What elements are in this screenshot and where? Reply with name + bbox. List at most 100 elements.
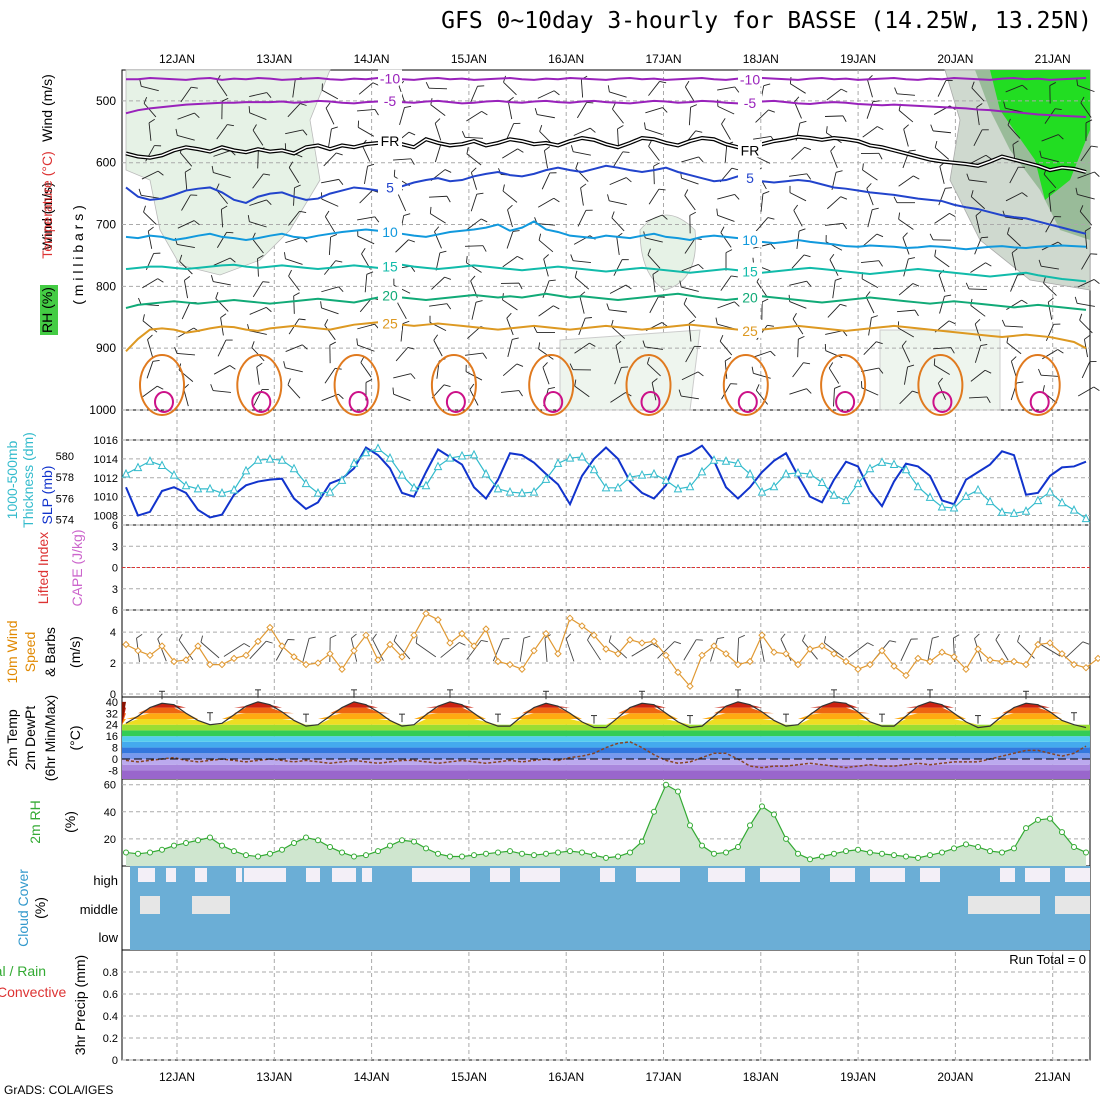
contour-label-bg bbox=[738, 169, 762, 186]
wind-barb bbox=[721, 383, 738, 400]
wind-speed-marker bbox=[446, 639, 454, 647]
wind-barb-shaft bbox=[292, 79, 296, 98]
wind-barb-shaft bbox=[681, 156, 699, 163]
wind-barb-flag bbox=[840, 196, 848, 200]
wind-barb-shaft bbox=[688, 107, 692, 126]
temp-30-contour bbox=[236, 354, 283, 416]
rh-marker bbox=[999, 849, 1005, 856]
rh-marker bbox=[603, 854, 609, 861]
wind-barb bbox=[574, 270, 590, 290]
wind-barb bbox=[688, 104, 697, 126]
precip-tick-label: 0.2 bbox=[103, 1033, 118, 1045]
rh-shade-area bbox=[125, 69, 331, 276]
wind-barb-shaft bbox=[302, 638, 310, 662]
wind-barb-flag bbox=[538, 233, 542, 241]
wind-barb-flag bbox=[434, 118, 441, 124]
temperature-contour bbox=[125, 321, 1087, 352]
li-tick-label: 6 bbox=[112, 605, 118, 617]
wind-barb bbox=[252, 173, 271, 189]
wind-barb bbox=[647, 248, 661, 269]
wind-barb-flag bbox=[1084, 334, 1091, 340]
wind-barb bbox=[180, 86, 198, 103]
thickness-marker bbox=[253, 455, 263, 464]
wind-barb-10m bbox=[157, 633, 167, 662]
pressure-tick-label: 800 bbox=[96, 279, 116, 293]
rh-tick-label: 20 bbox=[104, 834, 116, 846]
wind-barb bbox=[1038, 368, 1060, 377]
cloud-high-gap bbox=[708, 868, 745, 882]
wind-barb-flag bbox=[262, 388, 269, 390]
wind-barb-shaft bbox=[903, 258, 909, 277]
wind-barb-shaft bbox=[685, 346, 695, 363]
wind-barb-10m bbox=[1017, 635, 1035, 659]
wind-barb-flag bbox=[610, 319, 614, 327]
wind-barb-shaft bbox=[249, 640, 267, 660]
temp-35-contour bbox=[543, 391, 564, 413]
rh-marker bbox=[1023, 825, 1029, 832]
wind-barb bbox=[465, 352, 488, 359]
wind-barb-flag bbox=[970, 190, 974, 197]
wind-barb bbox=[507, 337, 519, 358]
date-label-bottom: 21JAN bbox=[1035, 1070, 1071, 1084]
wind-barb-flag bbox=[903, 124, 909, 130]
wind-barb bbox=[248, 106, 267, 120]
thickness-marker bbox=[601, 482, 611, 492]
wind-barb bbox=[543, 254, 549, 277]
temp-color-band bbox=[122, 770, 1090, 779]
wind-barb-flag bbox=[481, 111, 488, 116]
ylabel-barbs: & Barbs bbox=[42, 627, 58, 677]
rh-marker bbox=[771, 811, 777, 818]
wind-barb-flag bbox=[761, 298, 769, 303]
wind-barb-shaft bbox=[464, 136, 484, 139]
wind-barb-flag bbox=[763, 83, 771, 87]
wind-barb bbox=[684, 189, 696, 211]
wind-barb-shaft bbox=[833, 388, 835, 407]
rh-marker bbox=[591, 852, 597, 859]
wind-barb bbox=[1085, 119, 1093, 141]
wind-barb-shaft bbox=[216, 80, 228, 97]
wind-barb bbox=[792, 362, 811, 378]
wind-barb-shaft bbox=[395, 239, 409, 253]
wind-barb-shaft bbox=[358, 82, 374, 95]
wind-barb-flag bbox=[674, 641, 681, 645]
wind-speed-marker bbox=[302, 660, 310, 669]
wind-barb bbox=[828, 362, 840, 384]
wind-barb bbox=[932, 347, 955, 354]
wind-barb-10m bbox=[223, 643, 251, 657]
contour-label: -10 bbox=[740, 71, 760, 87]
wind-barb-shaft bbox=[393, 373, 411, 379]
wind-barb-shaft bbox=[681, 263, 699, 272]
slp-tick-label: 1012 bbox=[94, 473, 118, 485]
rh-marker bbox=[327, 844, 333, 851]
wind-speed-marker bbox=[494, 657, 502, 666]
rh-marker bbox=[351, 853, 357, 860]
wind-speed-marker bbox=[1046, 639, 1054, 647]
wind-barb-shaft bbox=[252, 130, 264, 146]
wind-barb bbox=[938, 269, 946, 292]
thickness-marker bbox=[973, 484, 983, 494]
wind-barb-flag bbox=[506, 312, 512, 319]
wind-barb-flag bbox=[425, 81, 430, 89]
rh-marker bbox=[963, 841, 969, 848]
wind-barb-flag bbox=[912, 283, 920, 287]
wind-barb-flag bbox=[678, 389, 682, 397]
wind-barb bbox=[933, 358, 950, 375]
wind-barb-shaft bbox=[213, 150, 231, 157]
wind-barb bbox=[717, 99, 735, 115]
wind-barb bbox=[934, 249, 950, 268]
wind-barb-shaft bbox=[1007, 233, 1021, 247]
wind-barb-flag bbox=[404, 105, 412, 108]
wind-barb-shaft bbox=[1044, 108, 1056, 124]
wind-barb-shaft bbox=[393, 393, 411, 402]
wind-barb-flag bbox=[138, 188, 142, 196]
wind-barb-shaft bbox=[252, 173, 264, 189]
wind-barb bbox=[461, 131, 484, 139]
wind-barb bbox=[903, 124, 909, 147]
wind-barb bbox=[721, 118, 731, 140]
wind-barb-flag bbox=[721, 118, 726, 125]
rh-marker bbox=[567, 848, 573, 855]
cloud-mid-gap bbox=[192, 896, 230, 914]
thickness-marker bbox=[949, 502, 959, 512]
contour-label-bg bbox=[378, 286, 402, 303]
wind-barb-shaft bbox=[578, 317, 586, 336]
